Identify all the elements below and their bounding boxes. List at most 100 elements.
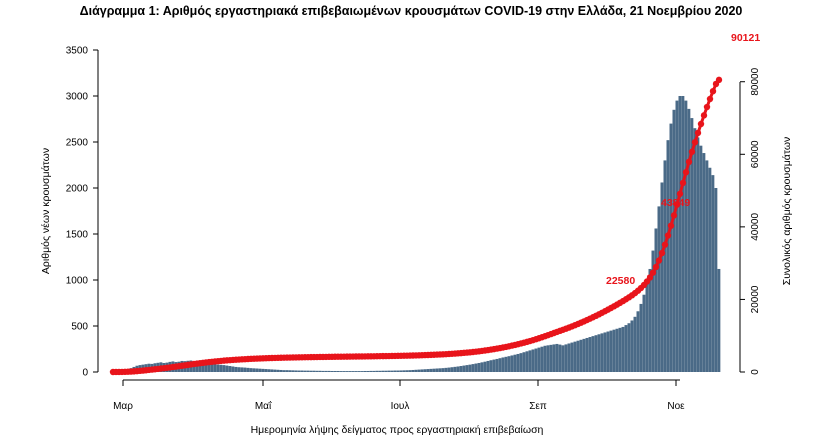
y-tick-label: 500 [71, 322, 88, 333]
bar [348, 371, 352, 372]
cumulative-point [688, 148, 696, 155]
bar [312, 370, 316, 372]
bar [690, 118, 694, 372]
bar [453, 366, 457, 372]
cumulative-point [667, 222, 675, 229]
bar [252, 368, 256, 372]
bar [702, 153, 706, 372]
x-ticks: Μαρ Μαΐ Ιουλ Σεπ Νοε [113, 380, 685, 412]
bar [417, 369, 421, 372]
bar [651, 250, 655, 372]
bar [513, 354, 517, 372]
bar [201, 362, 205, 372]
bar [468, 364, 472, 372]
bar [405, 370, 409, 372]
cumulative-point [700, 112, 708, 119]
bar [579, 339, 583, 372]
y-tick-label: 0 [82, 368, 88, 379]
bar [423, 369, 427, 372]
bar [210, 363, 214, 372]
bar [621, 326, 625, 372]
bar [321, 370, 325, 372]
y2-tick-label: 60000 [750, 140, 761, 168]
bar [687, 108, 691, 372]
bar [318, 370, 322, 372]
bar [393, 370, 397, 372]
cumulative-point [649, 269, 657, 276]
bar [291, 370, 295, 372]
bar [429, 368, 433, 372]
bar [564, 344, 568, 372]
bar [450, 367, 454, 372]
bar [675, 100, 679, 372]
bar [414, 369, 418, 372]
bar [243, 367, 247, 372]
x-tick-label: Μαρ [113, 401, 133, 412]
bar [294, 370, 298, 372]
cumulative-point [694, 129, 702, 137]
bar [261, 368, 265, 372]
cumulative-point [685, 158, 693, 166]
bar [492, 359, 496, 372]
bar [207, 363, 211, 372]
bar [666, 140, 670, 372]
bar [258, 368, 262, 372]
bar [345, 371, 349, 372]
bar [204, 362, 208, 372]
bar [432, 368, 436, 372]
cumulative-point [670, 212, 678, 219]
bar [402, 370, 406, 372]
bar [681, 96, 685, 372]
bar [327, 370, 331, 372]
cumulative-point [652, 263, 660, 271]
cumulative-point [646, 274, 654, 281]
cumulative-point [673, 201, 681, 208]
bar [216, 364, 220, 372]
bar [213, 364, 217, 372]
bar [705, 160, 709, 372]
bar [555, 343, 559, 372]
bar [225, 365, 229, 372]
bar [498, 358, 502, 372]
bar [336, 370, 340, 372]
bar [462, 365, 466, 372]
cumulative-point [703, 103, 711, 111]
bar [465, 365, 469, 372]
bar [234, 366, 238, 372]
annotations: 22580 43849 90121 [606, 32, 760, 287]
bar [600, 333, 604, 372]
bar [411, 369, 415, 372]
chart-title: Διάγραμμα 1: Αριθμός εργαστηριακά επιβεβ… [79, 4, 743, 18]
bar-series [111, 96, 721, 373]
bar [549, 344, 553, 372]
bar [606, 331, 610, 372]
cumulative-point [691, 138, 699, 146]
bar [300, 370, 304, 372]
bar [576, 340, 580, 372]
bar [369, 370, 373, 372]
y-tick-label: 3000 [66, 92, 89, 103]
bar [672, 109, 676, 373]
bar [285, 370, 289, 372]
cumulative-point [709, 88, 717, 95]
bar [264, 369, 268, 372]
bar [588, 337, 592, 372]
bar [489, 360, 493, 372]
x-tick-label: Ιουλ [391, 401, 410, 412]
bar [273, 369, 277, 372]
bar [222, 365, 226, 372]
cumulative-point [679, 179, 687, 187]
bar [699, 145, 703, 372]
bar [435, 368, 439, 372]
bar [447, 367, 451, 372]
bar [378, 370, 382, 372]
bar [219, 364, 223, 372]
bar [387, 370, 391, 372]
bar [303, 370, 307, 372]
bar [459, 366, 463, 372]
bar [540, 346, 544, 372]
bar [297, 370, 301, 372]
bar [609, 330, 613, 372]
bar [357, 371, 361, 372]
x-tick-label: Μαΐ [255, 400, 272, 412]
